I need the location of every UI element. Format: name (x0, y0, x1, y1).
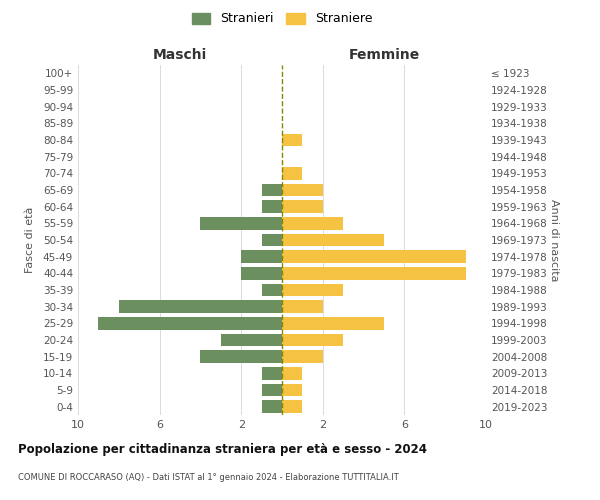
Bar (282, 334, 343, 346)
Text: Popolazione per cittadinanza straniera per età e sesso - 2024: Popolazione per cittadinanza straniera p… (18, 442, 427, 456)
Bar (241, 250, 282, 263)
Bar (200, 350, 282, 363)
Bar (282, 234, 384, 246)
Bar (282, 384, 302, 396)
Bar (262, 284, 282, 296)
Bar (282, 184, 323, 196)
Bar (282, 284, 343, 296)
Text: Femmine: Femmine (349, 48, 419, 62)
Bar (282, 217, 343, 230)
Text: Maschi: Maschi (153, 48, 207, 62)
Bar (241, 267, 282, 280)
Bar (282, 350, 323, 363)
Bar (282, 200, 323, 213)
Legend: Stranieri, Straniere: Stranieri, Straniere (188, 8, 376, 29)
Bar (200, 217, 282, 230)
Bar (262, 184, 282, 196)
Bar (282, 267, 466, 280)
Text: COMUNE DI ROCCARASO (AQ) - Dati ISTAT al 1° gennaio 2024 - Elaborazione TUTTITAL: COMUNE DI ROCCARASO (AQ) - Dati ISTAT al… (18, 472, 399, 482)
Bar (282, 134, 302, 146)
Bar (282, 300, 323, 313)
Bar (282, 367, 302, 380)
Bar (282, 400, 302, 413)
Bar (119, 300, 282, 313)
Bar (262, 367, 282, 380)
Bar (98, 317, 282, 330)
Bar (262, 234, 282, 246)
Bar (262, 400, 282, 413)
Bar (282, 317, 384, 330)
Y-axis label: Fasce di età: Fasce di età (25, 207, 35, 273)
Bar (221, 334, 282, 346)
Bar (282, 250, 466, 263)
Bar (262, 200, 282, 213)
Bar (262, 384, 282, 396)
Y-axis label: Anni di nascita: Anni di nascita (549, 198, 559, 281)
Bar (282, 167, 302, 179)
